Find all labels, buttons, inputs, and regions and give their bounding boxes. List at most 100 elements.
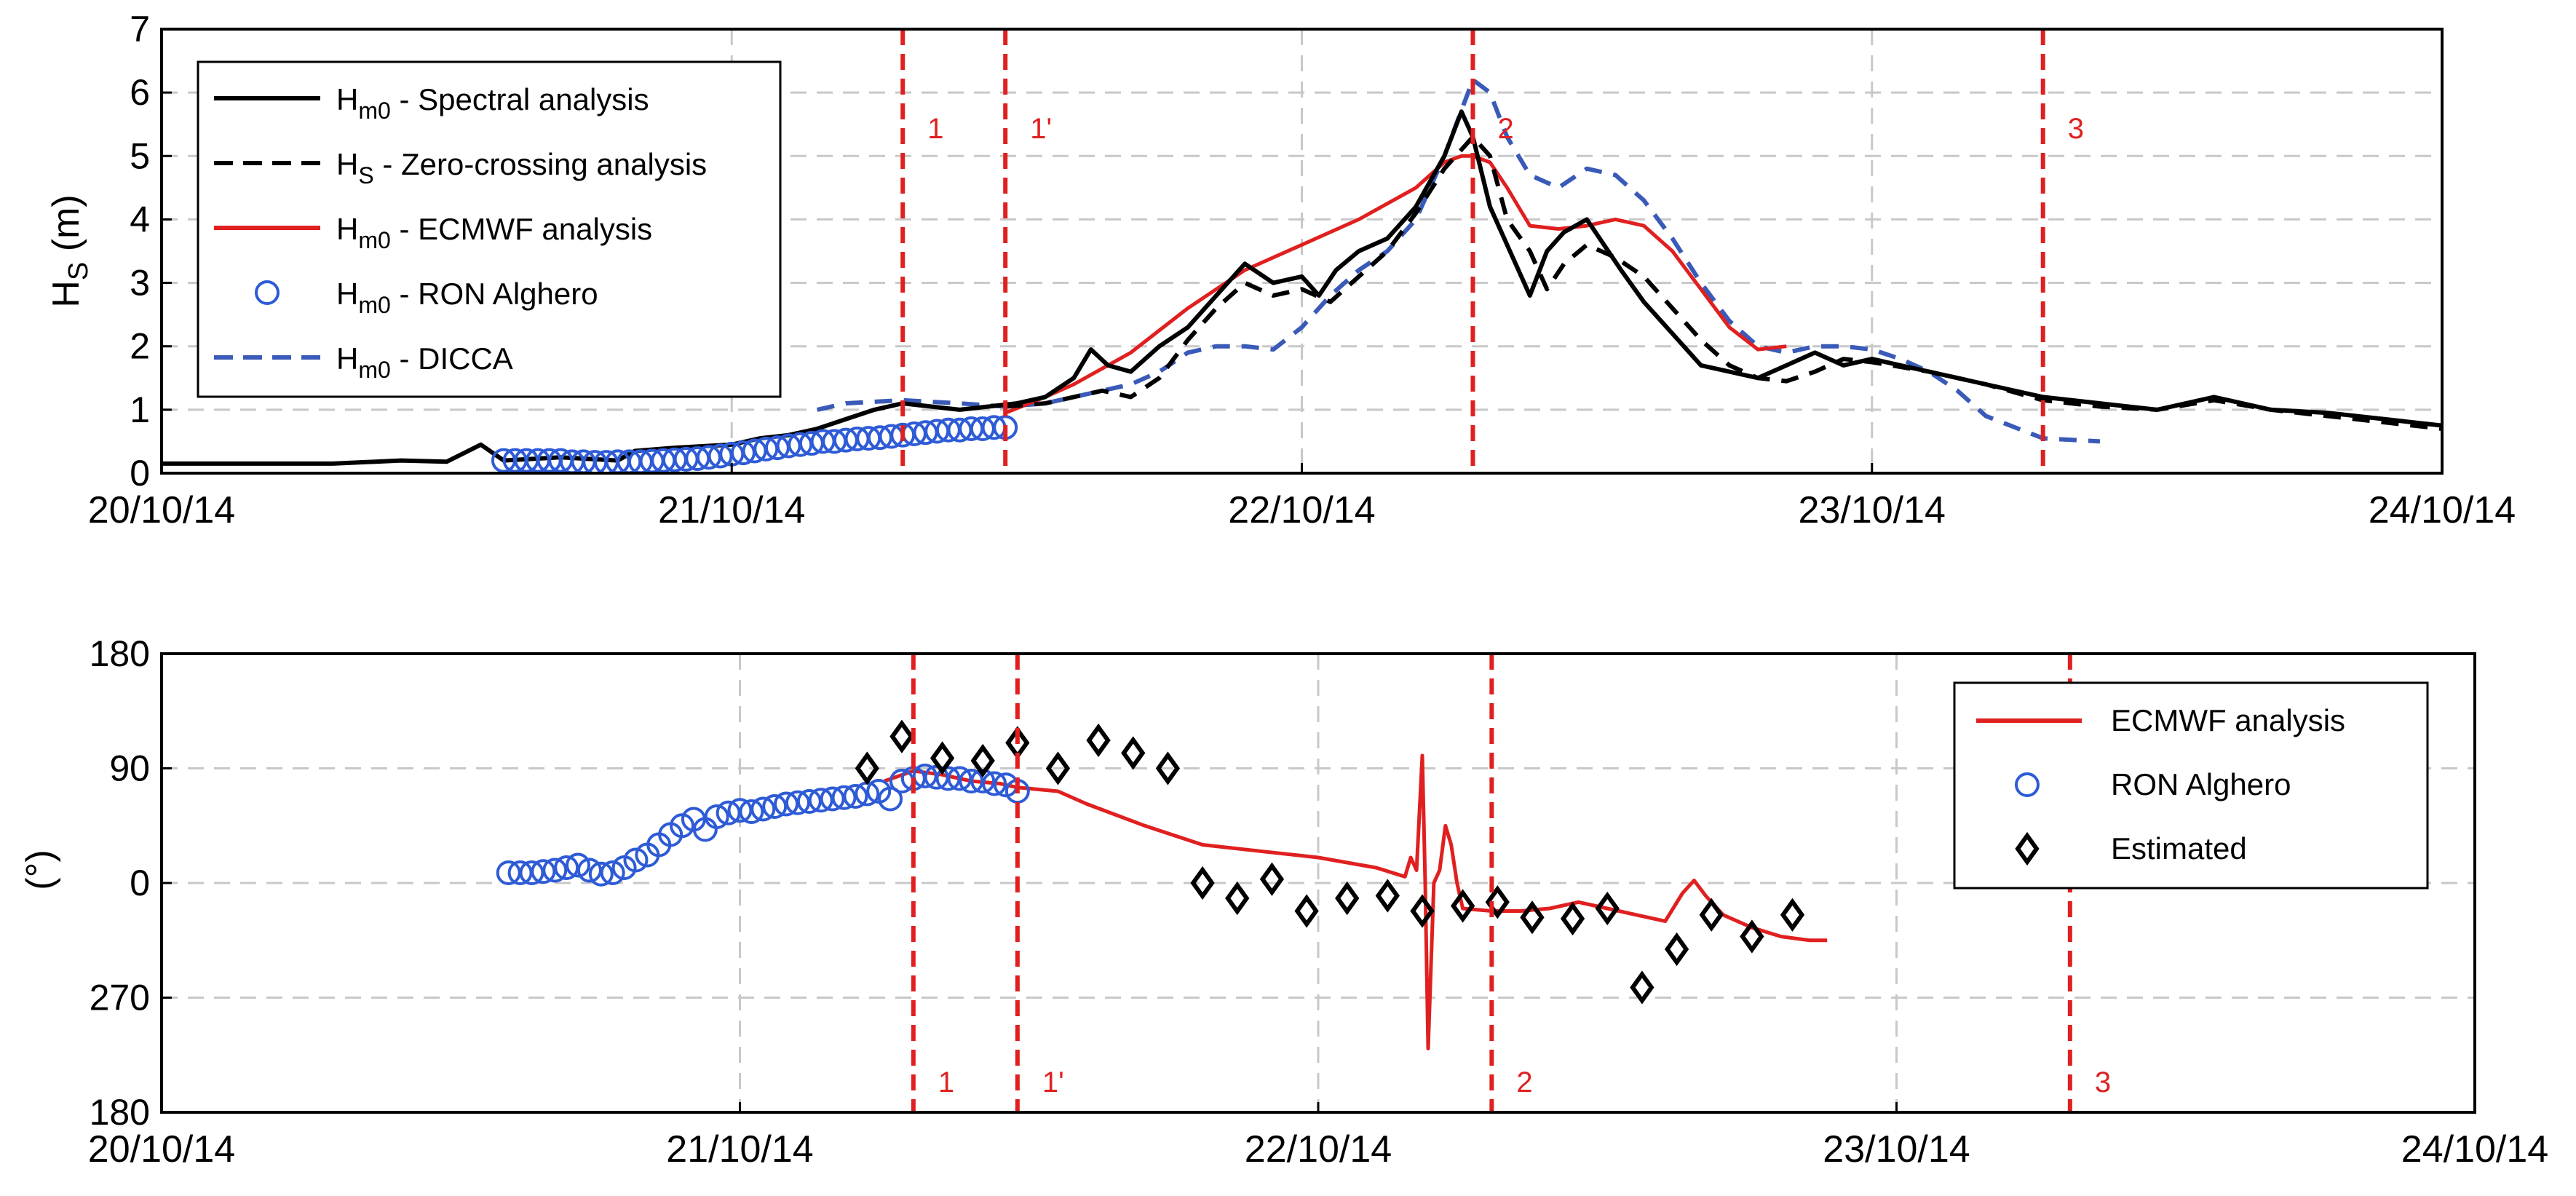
bot-ytick-label: 270 <box>90 978 150 1018</box>
bot-point-estimated <box>1664 932 1689 967</box>
bot-event-label: 2 <box>1516 1066 1532 1098</box>
bot-point-ron <box>808 788 833 813</box>
bot-point-ron <box>762 794 788 819</box>
legend-label-dicca: Hm0 - DICCA <box>336 341 513 383</box>
legend-label-estimated: Estimated <box>2111 831 2247 866</box>
bot-point-ron <box>670 813 695 839</box>
top-series-spectral <box>162 109 2443 466</box>
bot-ytick-label: 180 <box>90 1092 150 1133</box>
bot-point-estimated <box>1121 736 1146 770</box>
bot-ytick-label: 180 <box>90 633 150 674</box>
top-xtick-label: 24/10/14 <box>2369 489 2516 531</box>
legend-label-rest: - Spectral analysis <box>391 82 649 116</box>
bot-point-estimated <box>1225 881 1250 916</box>
bot-xtick-label: 24/10/14 <box>2401 1128 2548 1171</box>
bot-point-estimated <box>1485 885 1510 919</box>
legend-label-ron: RON Alghero <box>2111 767 2291 801</box>
bottom-series-layer <box>496 719 1828 1050</box>
wave-height-panel: 1 1' 2 3 0 1 2 3 4 5 6 7 20/10/14 21/10/14 22/10/14 23… <box>45 9 2516 531</box>
legend-label-sub: m0 <box>358 227 390 253</box>
top-ytick-label: 5 <box>130 135 150 176</box>
ylabel-sub: S <box>63 262 94 280</box>
bot-xtick-label: 23/10/14 <box>1823 1128 1970 1171</box>
top-ticks: 0 1 2 3 4 5 6 7 20/10/14 21/10/14 22/10/14 23/10/14… <box>88 9 2516 531</box>
top-event-label: 2 <box>1497 113 1513 145</box>
top-event-label: 1 <box>927 113 943 145</box>
legend-label-sub: m0 <box>358 357 390 383</box>
bot-point-ron <box>531 859 556 884</box>
top-series-layer <box>162 77 2443 475</box>
legend-label-sub: m0 <box>358 292 390 318</box>
legend-label-sub: S <box>358 162 373 189</box>
bot-point-ron <box>878 786 903 812</box>
top-xtick-label: 23/10/14 <box>1799 489 1946 531</box>
bot-point-estimated <box>1294 894 1319 928</box>
bot-point-ron <box>566 852 591 878</box>
bot-point-ron <box>796 789 822 814</box>
bot-point-ron <box>704 804 729 829</box>
bot-point-estimated <box>1086 723 1111 758</box>
bot-point-estimated <box>1699 898 1724 932</box>
bot-point-ron <box>935 766 961 791</box>
top-series-zero_crossing <box>1004 135 2443 431</box>
bot-point-ron <box>588 861 614 887</box>
legend-label-rest: - ECMWF analysis <box>391 212 652 246</box>
bot-point-ron <box>519 860 544 885</box>
bottom-legend: ECMWF analysis RON Alghero Estimated <box>1953 681 2429 890</box>
legend-label-main: H <box>336 147 358 181</box>
legend-label-ecmwf: Hm0 - ECMWF analysis <box>336 212 652 253</box>
bot-point-ron <box>554 855 579 880</box>
bot-point-ron <box>774 791 799 817</box>
top-event-label: 1' <box>1030 113 1052 145</box>
bot-xtick-label: 22/10/14 <box>1245 1128 1392 1171</box>
top-ytick-label: 6 <box>130 72 150 113</box>
bot-point-estimated <box>855 751 879 785</box>
bot-point-estimated <box>1410 894 1435 928</box>
legend-label-sub: m0 <box>358 98 390 124</box>
legend-label-main: H <box>336 341 358 376</box>
bot-point-ron <box>750 796 776 822</box>
legend-label-rest: - Zero-crossing analysis <box>374 147 707 181</box>
legend-swatch-ron <box>2015 772 2040 797</box>
bot-event-label: 1 <box>938 1066 954 1098</box>
bot-point-estimated <box>1740 919 1764 954</box>
bot-point-ron <box>831 785 857 810</box>
top-xtick-label: 21/10/14 <box>658 489 805 531</box>
top-xtick-label: 22/10/14 <box>1228 489 1375 531</box>
bot-point-ron <box>982 771 1007 796</box>
legend-label-spectral: Hm0 - Spectral analysis <box>336 82 649 124</box>
bot-point-estimated <box>1335 881 1360 916</box>
bot-point-estimated <box>1450 889 1475 923</box>
top-ytick-label: 0 <box>130 453 150 494</box>
top-ytick-label: 7 <box>130 9 150 49</box>
legend-label-main: H <box>336 82 358 116</box>
legend-label-zero_crossing: HS - Zero-crossing analysis <box>336 147 707 189</box>
bot-point-ron <box>785 790 810 815</box>
legend-swatch-estimated <box>2015 831 2040 866</box>
bot-point-estimated <box>1045 751 1071 785</box>
top-ytick-label: 4 <box>130 199 150 239</box>
bot-point-ron <box>912 764 938 788</box>
bot-point-estimated <box>1595 891 1620 926</box>
bottom-y-axis-label: (°) <box>19 850 61 890</box>
bot-point-estimated <box>1155 751 1181 785</box>
top-y-axis-label: HS (m) <box>45 194 94 307</box>
bot-ytick-label: 90 <box>109 748 150 789</box>
bot-point-ron <box>959 769 984 793</box>
top-xtick-label: 20/10/14 <box>88 489 235 531</box>
bot-point-estimated <box>930 741 955 775</box>
bot-point-ron <box>576 858 602 883</box>
bot-point-estimated <box>1190 866 1215 900</box>
legend-label-main: H <box>336 277 358 311</box>
bot-point-estimated <box>1780 898 1805 932</box>
legend-label-rest: - DICCA <box>391 341 513 376</box>
bot-point-ron <box>947 766 972 791</box>
top-ytick-label: 2 <box>130 326 150 367</box>
top-event-lines: 1 1' 2 3 <box>900 29 2084 473</box>
bot-point-estimated <box>1520 900 1545 935</box>
ylabel-unit: (m) <box>45 194 87 261</box>
